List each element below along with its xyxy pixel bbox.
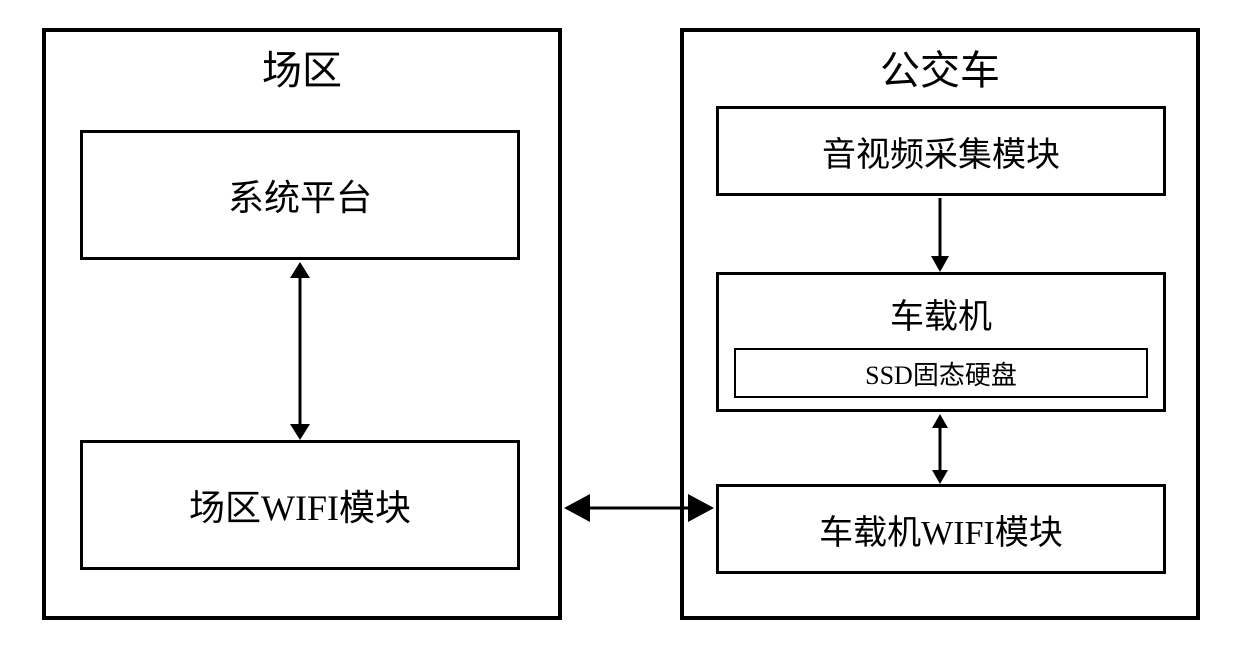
edge-terminal-vehiclewifi bbox=[928, 414, 952, 484]
system-platform-box: 系统平台 bbox=[80, 130, 520, 260]
edge-av-terminal bbox=[928, 198, 952, 272]
ssd-box: SSD固态硬盘 bbox=[734, 348, 1148, 398]
area-wifi-label: 场区WIFI模块 bbox=[189, 479, 411, 531]
vehicle-wifi-box: 车载机WIFI模块 bbox=[716, 484, 1166, 574]
area-wifi-box: 场区WIFI模块 bbox=[80, 440, 520, 570]
edge-areawifi-vehiclewifi bbox=[564, 488, 714, 528]
vehicle-terminal-label: 车载机 bbox=[890, 289, 992, 338]
right-region-title: 公交车 bbox=[680, 38, 1200, 96]
vehicle-wifi-label: 车载机WIFI模块 bbox=[819, 505, 1063, 554]
system-platform-label: 系统平台 bbox=[228, 169, 372, 221]
edge-platform-wifi bbox=[286, 262, 314, 440]
av-capture-box: 音视频采集模块 bbox=[716, 106, 1166, 196]
ssd-label: SSD固态硬盘 bbox=[865, 355, 1017, 392]
left-region-title: 场区 bbox=[42, 38, 562, 96]
av-capture-label: 音视频采集模块 bbox=[822, 127, 1060, 176]
